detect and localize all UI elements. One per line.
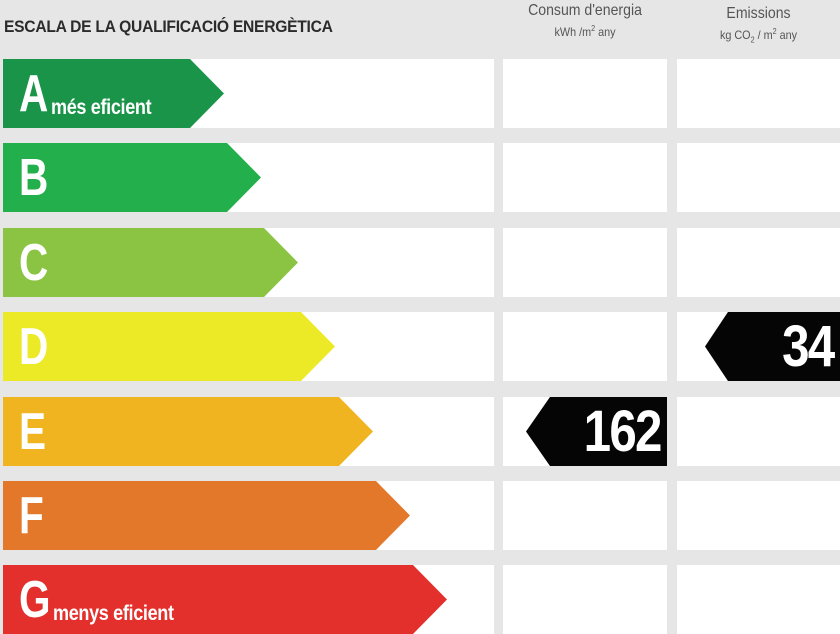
rating-letter: G: [19, 570, 51, 629]
emissions-cell: [677, 565, 840, 634]
rating-row-c: C: [0, 228, 840, 297]
consum-column-title: Consum d'energia: [528, 2, 642, 19]
rating-arrow-f: F: [3, 481, 410, 550]
rating-row-d: D 34: [0, 312, 840, 381]
rating-cell: F: [3, 481, 494, 550]
rating-letter: D: [19, 317, 49, 376]
consum-value: 162: [583, 399, 663, 464]
rating-arrow-d: D: [3, 312, 335, 381]
rating-cell: E: [3, 397, 494, 466]
emissions-value-tag: 34: [705, 312, 840, 381]
rating-letter: B: [19, 148, 49, 207]
rating-description: menys eficient: [53, 602, 175, 625]
rating-arrow-b: B: [3, 143, 261, 212]
consum-column-header: Consum d'energia kWh /m2 any: [503, 2, 667, 39]
rating-row-f: F: [0, 481, 840, 550]
page-title: ESCALA DE LA QUALIFICACIÓ ENERGÈTICA: [4, 17, 333, 36]
emissions-value: 34: [782, 314, 836, 379]
emissions-column-header: Emissions kg CO2 / m2 any: [677, 5, 840, 44]
consum-cell: [503, 228, 667, 297]
emissions-cell: [677, 481, 840, 550]
rating-letter: F: [19, 486, 44, 545]
emissions-column-unit: kg CO2 / m2 any: [719, 27, 798, 45]
emissions-cell: [677, 59, 840, 128]
consum-cell: [503, 481, 667, 550]
consum-column-unit: kWh /m2 any: [554, 24, 616, 39]
rating-description: més eficient: [50, 96, 151, 119]
emissions-cell: [677, 397, 840, 466]
consum-cell: [503, 59, 667, 128]
consum-value-tag: 162: [526, 397, 667, 466]
rating-cell: B: [3, 143, 494, 212]
rating-arrow-e: E: [3, 397, 373, 466]
emissions-cell: [677, 228, 840, 297]
consum-cell: [503, 312, 667, 381]
consum-cell: [503, 565, 667, 634]
consum-cell: [503, 143, 667, 212]
rating-row-e: E 162: [0, 397, 840, 466]
emissions-column-title: Emissions: [726, 5, 791, 22]
rating-letter: E: [19, 402, 47, 461]
emissions-cell: 34: [677, 312, 840, 381]
emissions-cell: [677, 143, 840, 212]
rating-cell: D: [3, 312, 494, 381]
rating-row-b: B: [0, 143, 840, 212]
rating-arrow-c: C: [3, 228, 298, 297]
consum-cell: 162: [503, 397, 667, 466]
rating-letter: C: [19, 233, 49, 292]
rating-letter: A: [19, 64, 49, 123]
rating-cell: C: [3, 228, 494, 297]
